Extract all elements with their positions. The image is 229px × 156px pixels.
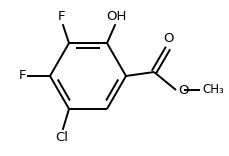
Text: OH: OH bbox=[105, 10, 126, 23]
Text: F: F bbox=[18, 70, 26, 83]
Text: O: O bbox=[177, 85, 188, 98]
Text: CH₃: CH₃ bbox=[201, 83, 223, 97]
Text: Cl: Cl bbox=[55, 131, 68, 144]
Text: F: F bbox=[58, 10, 65, 23]
Text: O: O bbox=[163, 32, 174, 45]
